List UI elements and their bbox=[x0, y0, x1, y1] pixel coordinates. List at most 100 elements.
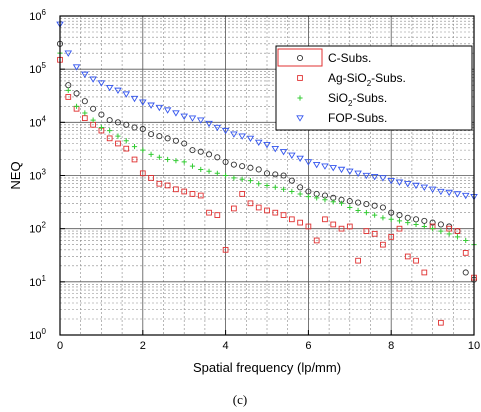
data-point bbox=[172, 137, 179, 144]
data-point bbox=[256, 181, 262, 187]
data-point bbox=[189, 163, 196, 169]
data-point bbox=[123, 138, 129, 144]
data-point bbox=[354, 170, 362, 177]
data-point bbox=[296, 155, 304, 163]
data-point bbox=[72, 64, 81, 71]
data-point bbox=[172, 110, 180, 117]
data-point bbox=[156, 133, 163, 140]
x-tick-label: 8 bbox=[388, 340, 394, 352]
data-point bbox=[304, 159, 313, 166]
data-point bbox=[272, 171, 279, 178]
data-point bbox=[223, 172, 229, 179]
x-axis-label: Spatial frequency (lp/mm) bbox=[193, 360, 341, 375]
data-point bbox=[198, 166, 204, 173]
legend-label: Ag-SiO2-Subs. bbox=[328, 71, 406, 88]
data-point bbox=[322, 216, 328, 223]
data-point bbox=[297, 219, 303, 226]
legend-highlight bbox=[277, 48, 323, 67]
data-point bbox=[81, 115, 88, 121]
data-point bbox=[114, 119, 122, 126]
data-point bbox=[355, 199, 362, 206]
legend-label: FOP-Subs. bbox=[328, 111, 387, 125]
data-point bbox=[312, 161, 321, 169]
data-point bbox=[247, 200, 254, 207]
data-point bbox=[421, 269, 428, 276]
data-point bbox=[247, 164, 254, 171]
data-point bbox=[379, 175, 387, 182]
data-point bbox=[205, 120, 213, 128]
legend-marker bbox=[296, 115, 304, 122]
data-point bbox=[98, 111, 105, 118]
data-point bbox=[231, 205, 237, 212]
data-point bbox=[105, 84, 114, 92]
data-point bbox=[462, 250, 469, 256]
data-point bbox=[305, 223, 312, 230]
data-point bbox=[181, 140, 188, 147]
data-point bbox=[445, 189, 453, 197]
data-point bbox=[115, 140, 121, 147]
data-point bbox=[181, 188, 188, 195]
data-point bbox=[263, 170, 271, 177]
data-point bbox=[280, 186, 287, 192]
data-point bbox=[462, 269, 469, 276]
data-point bbox=[107, 127, 113, 134]
data-point bbox=[421, 223, 427, 230]
x-tick-label: 4 bbox=[223, 340, 229, 352]
data-point bbox=[115, 133, 121, 139]
data-point bbox=[404, 253, 411, 260]
data-point bbox=[337, 166, 346, 174]
data-point bbox=[388, 209, 395, 216]
data-point bbox=[346, 223, 353, 230]
data-point bbox=[280, 212, 287, 218]
data-point bbox=[239, 163, 246, 170]
data-point bbox=[272, 209, 279, 216]
data-point bbox=[379, 204, 386, 211]
data-point bbox=[139, 99, 147, 106]
data-point bbox=[380, 241, 386, 248]
x-tick-label: 10 bbox=[468, 340, 480, 352]
data-point bbox=[279, 149, 288, 156]
data-point bbox=[97, 80, 106, 87]
data-point bbox=[346, 168, 354, 175]
legend-label: C-Subs. bbox=[328, 51, 371, 65]
data-point bbox=[180, 113, 188, 120]
data-point bbox=[140, 147, 146, 153]
data-point bbox=[131, 124, 138, 131]
data-point bbox=[372, 212, 378, 218]
data-point bbox=[214, 212, 221, 218]
data-point bbox=[272, 184, 278, 190]
data-point bbox=[222, 246, 229, 253]
data-point bbox=[355, 207, 361, 214]
data-point bbox=[230, 161, 237, 168]
data-point bbox=[438, 319, 444, 326]
y-tick-label: 105 bbox=[29, 61, 46, 76]
data-point bbox=[454, 228, 461, 234]
data-point bbox=[338, 200, 345, 206]
data-point bbox=[463, 237, 469, 244]
data-point bbox=[370, 174, 379, 181]
data-point bbox=[363, 210, 369, 216]
data-point bbox=[213, 124, 222, 132]
data-point bbox=[173, 186, 179, 193]
data-point bbox=[148, 151, 154, 157]
data-point bbox=[106, 135, 113, 142]
data-point bbox=[430, 226, 436, 232]
data-point bbox=[338, 225, 345, 232]
data-point bbox=[106, 117, 113, 124]
data-point bbox=[271, 145, 280, 153]
x-tick-label: 0 bbox=[57, 340, 63, 352]
data-point bbox=[421, 217, 428, 224]
data-point bbox=[173, 158, 179, 164]
data-point bbox=[156, 180, 163, 187]
y-tick-label: 104 bbox=[29, 114, 46, 129]
legend-box bbox=[275, 45, 473, 131]
data-point bbox=[230, 131, 238, 138]
data-point bbox=[197, 148, 204, 155]
data-point bbox=[114, 87, 122, 94]
data-point bbox=[239, 176, 245, 182]
axes: 0 2 4 6 8 10 100 101 102 103 104 105 106 bbox=[29, 8, 480, 352]
data-point bbox=[428, 186, 437, 193]
data-point bbox=[122, 91, 131, 98]
data-point bbox=[231, 175, 237, 181]
data-point bbox=[346, 198, 353, 205]
